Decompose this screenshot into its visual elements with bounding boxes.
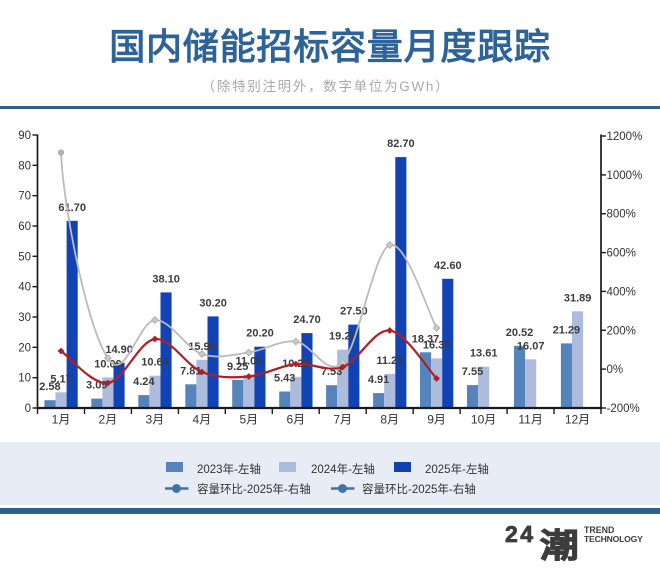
svg-text:11.00: 11.00 bbox=[235, 356, 262, 368]
svg-text:5.43: 5.43 bbox=[274, 373, 295, 385]
svg-text:1200%: 1200% bbox=[607, 131, 643, 143]
svg-text:3月: 3月 bbox=[146, 413, 165, 427]
svg-text:42.60: 42.60 bbox=[434, 260, 462, 272]
svg-text:12月: 12月 bbox=[565, 413, 590, 427]
svg-text:40: 40 bbox=[18, 282, 31, 294]
svg-text:90: 90 bbox=[18, 130, 31, 142]
svg-text:4.24: 4.24 bbox=[133, 376, 155, 388]
svg-text:600%: 600% bbox=[607, 248, 636, 260]
svg-text:0%: 0% bbox=[607, 364, 624, 376]
svg-text:4.91: 4.91 bbox=[368, 374, 389, 386]
svg-text:1000%: 1000% bbox=[607, 170, 643, 182]
svg-text:14.90: 14.90 bbox=[105, 344, 133, 356]
svg-text:10.09: 10.09 bbox=[94, 358, 122, 370]
svg-text:7.55: 7.55 bbox=[462, 366, 483, 378]
svg-text:18.37: 18.37 bbox=[412, 333, 440, 345]
svg-text:11.24: 11.24 bbox=[376, 355, 404, 367]
svg-text:7月: 7月 bbox=[333, 413, 352, 427]
svg-text:27.50: 27.50 bbox=[340, 306, 368, 318]
svg-text:11月: 11月 bbox=[518, 413, 542, 427]
svg-text:60: 60 bbox=[18, 221, 31, 233]
svg-text:20.52: 20.52 bbox=[506, 327, 534, 339]
svg-text:5.17: 5.17 bbox=[50, 373, 71, 385]
svg-text:400%: 400% bbox=[607, 286, 636, 298]
svg-text:13.61: 13.61 bbox=[470, 348, 498, 360]
svg-text:30: 30 bbox=[18, 312, 31, 324]
svg-text:38.10: 38.10 bbox=[152, 273, 180, 285]
svg-text:4月: 4月 bbox=[193, 413, 212, 427]
svg-text:31.89: 31.89 bbox=[564, 292, 592, 304]
svg-text:20.20: 20.20 bbox=[246, 328, 274, 340]
svg-text:10: 10 bbox=[18, 373, 31, 385]
svg-text:70: 70 bbox=[18, 191, 31, 203]
svg-text:9.25: 9.25 bbox=[227, 361, 248, 373]
svg-text:50: 50 bbox=[18, 251, 31, 263]
svg-text:5月: 5月 bbox=[239, 413, 258, 427]
svg-text:6月: 6月 bbox=[286, 413, 305, 427]
svg-text:61.70: 61.70 bbox=[58, 202, 86, 214]
svg-text:19.22: 19.22 bbox=[329, 331, 357, 343]
svg-text:82.70: 82.70 bbox=[387, 138, 415, 150]
svg-text:16.07: 16.07 bbox=[517, 340, 545, 352]
svg-text:1月: 1月 bbox=[52, 413, 71, 427]
svg-text:200%: 200% bbox=[607, 325, 636, 337]
svg-text:-200%: -200% bbox=[607, 403, 640, 415]
svg-text:0: 0 bbox=[25, 403, 31, 415]
svg-text:9月: 9月 bbox=[427, 413, 446, 427]
svg-text:10月: 10月 bbox=[471, 413, 496, 427]
svg-text:30.20: 30.20 bbox=[199, 297, 227, 309]
svg-text:2月: 2月 bbox=[99, 413, 118, 427]
svg-text:10.64: 10.64 bbox=[141, 357, 169, 369]
svg-text:20: 20 bbox=[18, 342, 31, 354]
svg-text:16.35: 16.35 bbox=[423, 339, 451, 351]
svg-text:2.58: 2.58 bbox=[39, 381, 60, 393]
svg-text:21.29: 21.29 bbox=[553, 324, 581, 336]
svg-text:800%: 800% bbox=[607, 209, 636, 221]
svg-text:8月: 8月 bbox=[380, 413, 399, 427]
svg-text:24.70: 24.70 bbox=[293, 314, 321, 326]
svg-text:80: 80 bbox=[18, 160, 31, 172]
